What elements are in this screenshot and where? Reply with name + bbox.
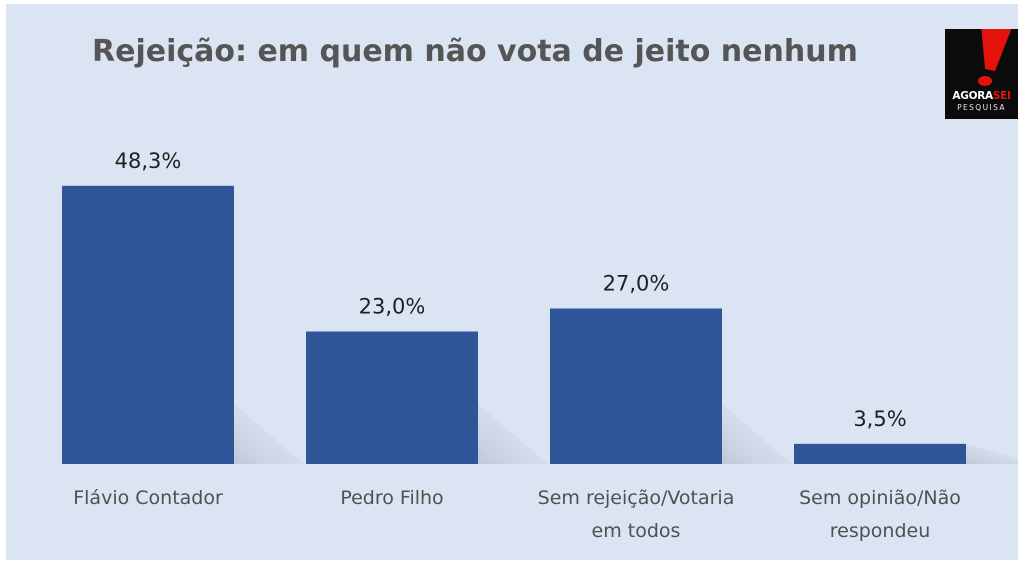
- category-label-line: Pedro Filho: [340, 487, 443, 509]
- bar-shadow: [722, 404, 792, 464]
- bar-shadow: [966, 443, 1018, 464]
- bar: [550, 308, 722, 464]
- chart-title: Rejeição: em quem não vota de jeito nenh…: [92, 34, 858, 69]
- agorasei-logo: AGORASEI PESQUISA: [945, 29, 1018, 119]
- category-label: Flávio Contador: [73, 487, 223, 509]
- bars: [62, 185, 966, 465]
- bar-shadow: [234, 404, 304, 464]
- logo-subtitle: PESQUISA: [957, 103, 1006, 112]
- bar-value-label: 27,0%: [603, 271, 670, 295]
- category-label-line: em todos: [592, 520, 681, 542]
- bar-shadows: [234, 404, 1018, 464]
- category-label: Sem rejeição/Votaria em todos: [538, 487, 735, 542]
- bar-value-label: 3,5%: [853, 407, 906, 431]
- bar-chart: 48,3% 23,0% 27,0% 3,5% Flávio Contador Pedro…: [62, 149, 1018, 542]
- category-label-line: respondeu: [830, 520, 931, 542]
- logo-wordmark-left: AGORA: [952, 90, 993, 102]
- bar-shadow: [478, 404, 548, 464]
- data-labels: 48,3% 23,0% 27,0% 3,5%: [115, 149, 907, 431]
- exclamation-icon: [978, 29, 1012, 86]
- bar-value-label: 23,0%: [359, 295, 426, 319]
- category-label: Sem opinião/Não respondeu: [799, 487, 961, 542]
- bar: [62, 185, 234, 465]
- bar: [306, 331, 478, 464]
- category-label-line: Sem rejeição/Votaria: [538, 487, 735, 509]
- bar-value-label: 48,3%: [115, 149, 182, 173]
- chart-area: Rejeição: em quem não vota de jeito nenh…: [6, 4, 1018, 560]
- category-label-line: Flávio Contador: [73, 487, 223, 509]
- logo-wordmark: AGORASEI: [945, 90, 1018, 102]
- category-label: Pedro Filho: [340, 487, 443, 509]
- bar: [794, 443, 966, 464]
- category-labels: Flávio Contador Pedro Filho Sem rejeição/V…: [73, 487, 961, 542]
- logo-wordmark-right: SEI: [992, 90, 1011, 102]
- category-label-line: Sem opinião/Não: [799, 487, 961, 509]
